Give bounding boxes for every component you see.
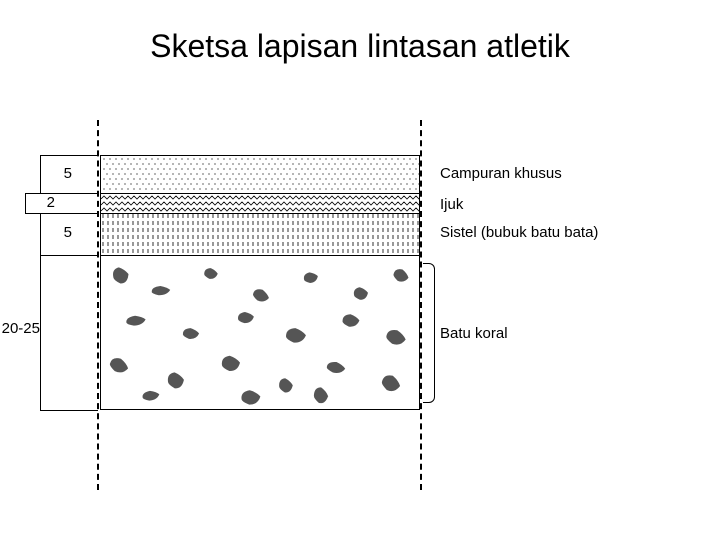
layer-ijuk bbox=[100, 193, 420, 213]
label-sistel: Sistel (bubuk batu bata) bbox=[440, 224, 598, 241]
tick-mark bbox=[40, 155, 98, 156]
tick-mark bbox=[25, 193, 98, 194]
layer-koral bbox=[100, 255, 420, 410]
thickness-campuran: 5 bbox=[12, 165, 72, 182]
page-title: Sketsa lapisan lintasan atletik bbox=[0, 28, 720, 65]
label-ijuk: Ijuk bbox=[440, 196, 463, 213]
tick-vertical bbox=[40, 213, 41, 255]
layer-campuran bbox=[100, 155, 420, 193]
label-koral: Batu koral bbox=[440, 325, 508, 342]
tick-vertical bbox=[25, 193, 26, 213]
label-campuran: Campuran khusus bbox=[440, 165, 562, 182]
dashed-guide-left bbox=[97, 120, 99, 490]
thickness-ijuk: 2 bbox=[0, 194, 55, 211]
tick-vertical bbox=[40, 155, 41, 193]
tick-vertical bbox=[40, 255, 41, 410]
bracket-koral bbox=[423, 263, 435, 403]
tick-mark bbox=[40, 255, 98, 256]
thickness-sistel: 5 bbox=[12, 224, 72, 241]
tick-mark bbox=[25, 213, 98, 214]
layer-sistel bbox=[100, 213, 420, 255]
dashed-guide-right bbox=[420, 120, 422, 490]
thickness-koral: 20-25 bbox=[0, 320, 40, 337]
layer-diagram bbox=[100, 155, 420, 445]
tick-mark bbox=[40, 410, 98, 411]
